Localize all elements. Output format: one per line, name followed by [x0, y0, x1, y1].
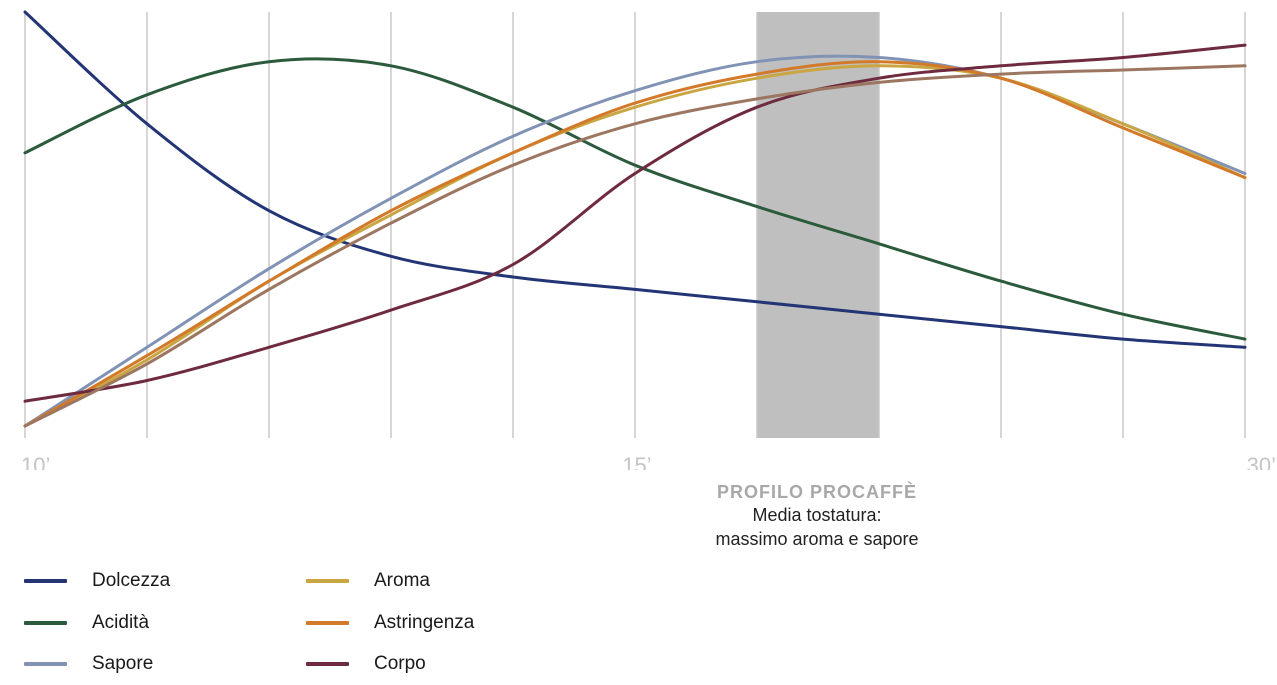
legend-swatch	[306, 579, 349, 583]
legend-swatch	[24, 662, 67, 666]
x-tick-label: 15’	[622, 453, 651, 470]
annotation-title: PROFILO PROCAFFÈ	[717, 482, 917, 502]
legend-item-aroma: Aroma	[306, 566, 430, 596]
legend-label: Aroma	[374, 570, 430, 591]
legend-item-astringenza: Astringenza	[306, 608, 474, 638]
legend: Dolcezza Acidità Sapore Aroma Astringenz…	[24, 566, 584, 681]
series-line-dolcezza	[23, 10, 1247, 349]
legend-swatch	[24, 621, 67, 625]
legend-label: Corpo	[374, 653, 426, 674]
legend-item-acidita: Acidità	[24, 608, 149, 638]
legend-label: Sapore	[92, 653, 154, 674]
series-line-astringenza	[23, 60, 1247, 428]
legend-swatch	[24, 579, 67, 583]
legend-item-dolcezza: Dolcezza	[24, 566, 170, 596]
series-line-acidit	[23, 57, 1247, 341]
legend-swatch	[306, 621, 349, 625]
legend-label: Dolcezza	[92, 570, 171, 591]
highlight-annotation: PROFILO PROCAFFÈ Media tostatura: massim…	[640, 481, 994, 551]
annotation-line: massimo aroma e sapore	[715, 529, 919, 549]
legend-item-sapore: Sapore	[24, 649, 153, 679]
legend-label: Astringenza	[374, 612, 475, 633]
x-tick-label: 30’	[1247, 453, 1276, 470]
legend-item-corpo: Corpo	[306, 649, 426, 679]
annotation-line: Media tostatura:	[752, 505, 882, 525]
series-line-corpo	[23, 43, 1247, 403]
line-chart: 10’ 15’ 30’	[21, 10, 1276, 470]
legend-label: Acidità	[92, 612, 150, 633]
series-line-6	[23, 64, 1247, 428]
legend-swatch	[306, 662, 349, 666]
x-tick-label: 10’	[21, 453, 50, 470]
